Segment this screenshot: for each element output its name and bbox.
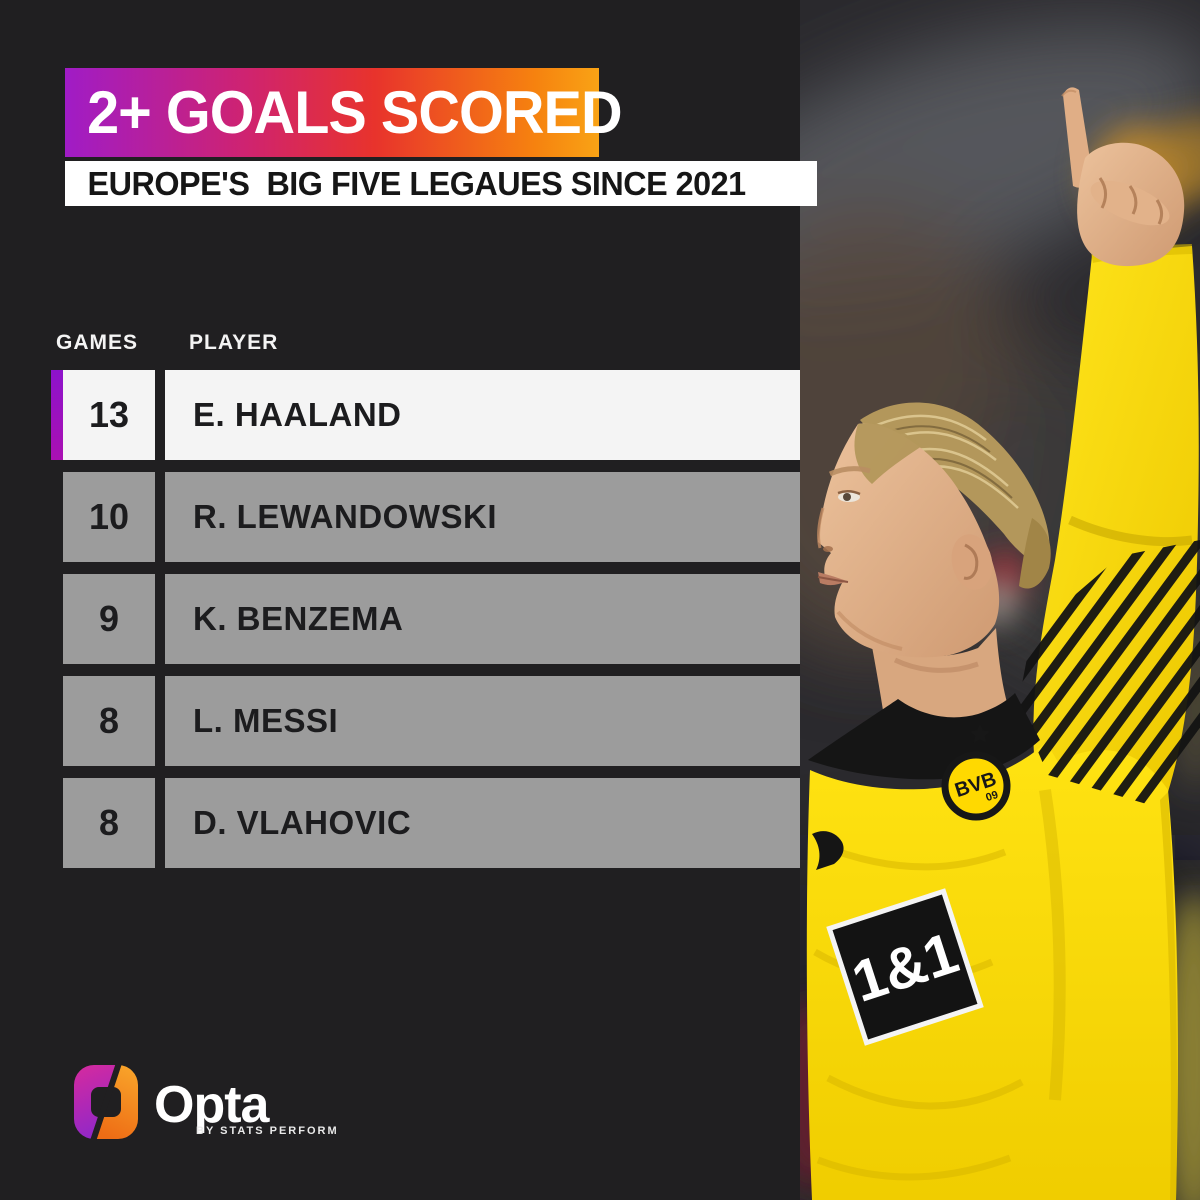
- table-row-vlahovic: 8 D. VLAHOVIC: [51, 778, 800, 868]
- stats-table: 13 E. HAALAND 10 R. LEWANDOWSKI 9 K. BEN…: [51, 370, 800, 880]
- column-header-games: GAMES: [56, 331, 139, 354]
- table-header: GAMES PLAYER: [0, 331, 800, 357]
- opta-branding: Opta BY STATS PERFORM: [72, 1063, 412, 1153]
- games-value: 8: [98, 802, 120, 843]
- haaland-photo-art: BVB 09 1&1: [681, 0, 1200, 1200]
- page-title: 2+ GOALS SCORED: [87, 79, 622, 146]
- sponsor-patch: 1&1: [826, 888, 984, 1046]
- table-row-haaland: 13 E. HAALAND: [51, 370, 800, 460]
- title-banner: 2+ GOALS SCORED: [65, 68, 623, 157]
- table-row-messi: 8 L. MESSI: [51, 676, 800, 766]
- player-name: L. MESSI: [193, 702, 339, 739]
- column-header-player: PLAYER: [189, 331, 279, 354]
- games-value: 10: [88, 496, 130, 537]
- opta-logo-text: Opta: [154, 1076, 269, 1134]
- pointing-hand: [1061, 87, 1185, 267]
- opta-logo-subtext: BY STATS PERFORM: [196, 1125, 339, 1137]
- table-row-lewandowski: 10 R. LEWANDOWSKI: [51, 472, 800, 562]
- highlight-stripe: [51, 370, 63, 460]
- page-subtitle: EUROPE'S BIG FIVE LEGAUES SINCE 2021: [87, 164, 747, 202]
- puma-logo-icon: [812, 831, 844, 870]
- player-name: E. HAALAND: [193, 396, 402, 433]
- crest-number: 09: [984, 789, 999, 804]
- games-value: 8: [98, 700, 120, 741]
- head: [817, 402, 1051, 658]
- opta-logo-icon: [74, 1063, 138, 1141]
- player-name: R. LEWANDOWSKI: [193, 498, 497, 535]
- ear: [951, 534, 993, 590]
- games-value: 13: [88, 394, 130, 435]
- lips: [818, 572, 847, 586]
- bvb-crest: BVB 09: [941, 724, 1011, 821]
- haaland-photo: BVB 09 1&1: [681, 0, 1200, 1200]
- player-name: D. VLAHOVIC: [193, 804, 412, 841]
- games-value: 9: [98, 598, 120, 639]
- eyebrow: [828, 466, 871, 477]
- nostril: [823, 546, 833, 552]
- player-name: K. BENZEMA: [193, 600, 404, 637]
- table-row-benzema: 9 K. BENZEMA: [51, 574, 800, 664]
- crest-star: [970, 724, 990, 743]
- face: [818, 423, 1000, 658]
- subtitle-banner: EUROPE'S BIG FIVE LEGAUES SINCE 2021: [65, 161, 817, 206]
